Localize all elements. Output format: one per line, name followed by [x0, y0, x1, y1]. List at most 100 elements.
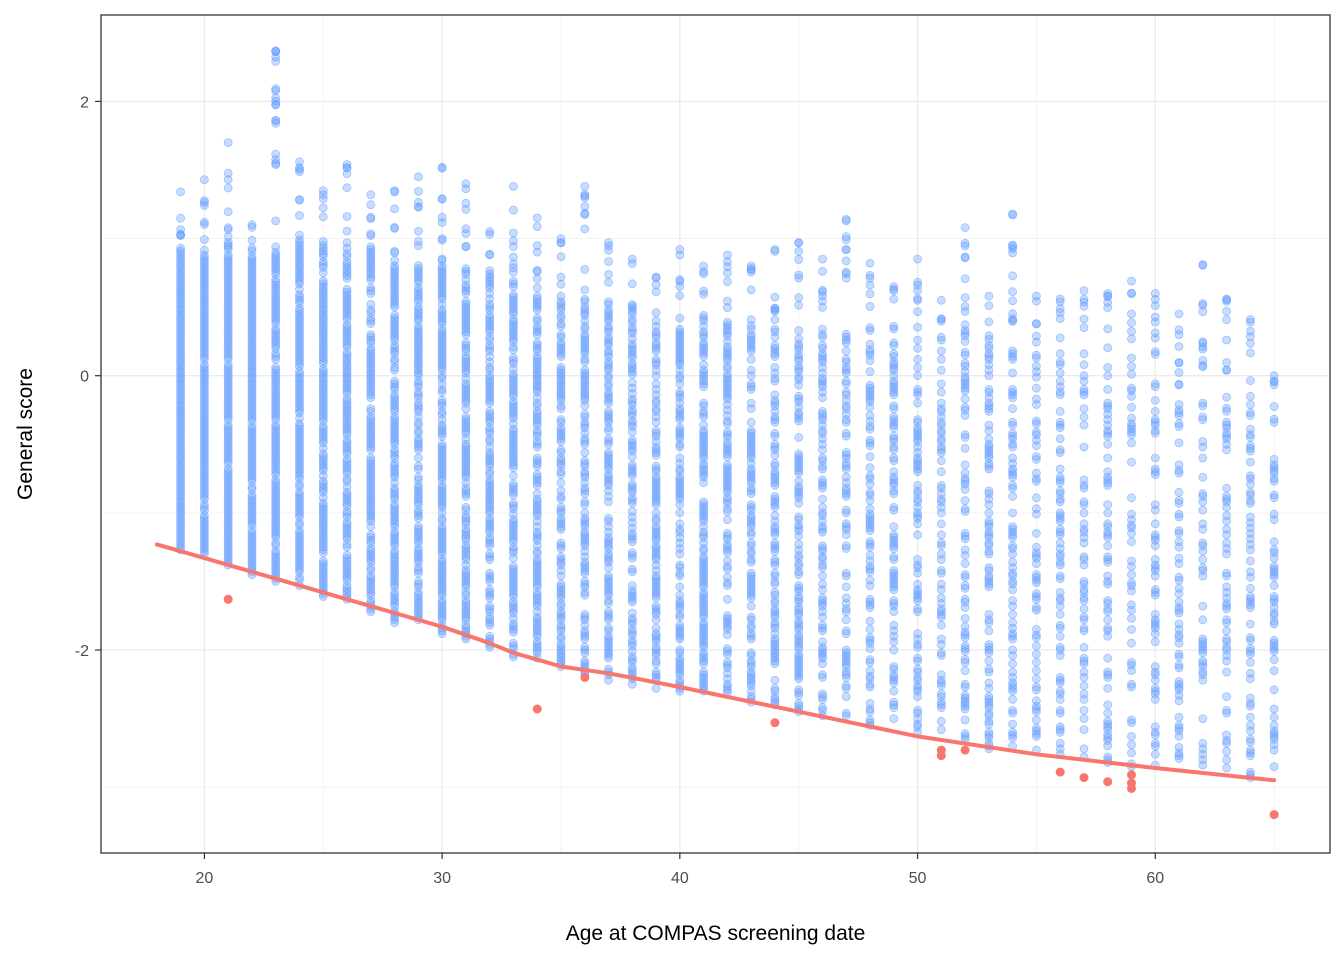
- data-point: [865, 551, 875, 560]
- data-point: [627, 548, 637, 557]
- data-point: [247, 246, 257, 256]
- data-point: [1079, 314, 1089, 324]
- data-point: [1174, 743, 1184, 752]
- data-point: [1174, 358, 1184, 367]
- data-point: [1198, 656, 1208, 666]
- data-point: [413, 461, 423, 471]
- data-point: [1222, 358, 1231, 367]
- data-point-max: [770, 245, 780, 254]
- data-point: [556, 330, 566, 340]
- data-point: [1008, 271, 1017, 281]
- data-point: [675, 423, 685, 433]
- data-point: [746, 538, 756, 548]
- data-point: [841, 269, 851, 279]
- data-point: [984, 516, 994, 526]
- data-point: [509, 205, 518, 215]
- data-point: [1103, 615, 1113, 625]
- data-point: [984, 626, 994, 636]
- data-point: [984, 384, 994, 394]
- data-point: [960, 614, 970, 623]
- data-point: [461, 502, 471, 512]
- data-point: [1222, 491, 1231, 501]
- data-point: [1222, 626, 1231, 636]
- data-point: [1079, 360, 1089, 370]
- data-point: [1174, 419, 1184, 429]
- data-point: [556, 415, 566, 425]
- data-point: [366, 533, 376, 542]
- highlight-point: [1127, 770, 1136, 780]
- data-point: [1198, 505, 1208, 515]
- data-point: [889, 431, 899, 441]
- data-point: [675, 453, 685, 463]
- data-point: [1079, 294, 1089, 304]
- data-point: [723, 427, 732, 437]
- data-point: [485, 549, 495, 559]
- data-point-max: [1150, 288, 1160, 298]
- data-point: [1055, 464, 1065, 474]
- data-point: [1246, 457, 1255, 467]
- data-point: [1032, 452, 1041, 462]
- data-point: [1246, 408, 1255, 418]
- data-point: [1032, 416, 1041, 426]
- data-point: [818, 637, 827, 647]
- data-point: [960, 358, 970, 368]
- data-point: [342, 169, 352, 179]
- data-point: [271, 84, 281, 94]
- data-point: [627, 564, 637, 574]
- data-point: [960, 306, 970, 316]
- data-point: [794, 326, 804, 335]
- data-point: [1079, 384, 1089, 394]
- data-point: [960, 641, 970, 651]
- data-point: [1174, 400, 1184, 409]
- data-point-max: [627, 254, 637, 264]
- data-point: [1246, 556, 1255, 566]
- data-point: [1079, 725, 1089, 734]
- data-point: [223, 225, 233, 235]
- data-point: [176, 231, 186, 240]
- data-point: [627, 608, 637, 618]
- data-point: [913, 363, 922, 372]
- data-point: [1150, 406, 1160, 416]
- data-point: [1032, 625, 1041, 634]
- data-point: [1174, 677, 1184, 686]
- data-point: [794, 246, 804, 256]
- data-point: [1008, 480, 1017, 490]
- data-point: [960, 690, 970, 700]
- data-point: [1269, 545, 1279, 555]
- data-point: [889, 697, 899, 707]
- data-point: [413, 522, 423, 531]
- data-point: [1222, 667, 1231, 677]
- data-point: [342, 287, 352, 297]
- data-point: [1150, 530, 1160, 540]
- data-point: [1103, 708, 1113, 718]
- data-point: [366, 332, 376, 342]
- data-point: [1055, 368, 1065, 378]
- data-point: [342, 551, 352, 560]
- data-point: [651, 426, 661, 436]
- data-point: [1198, 362, 1208, 372]
- data-point: [1079, 642, 1089, 652]
- data-point: [913, 706, 922, 715]
- data-point: [413, 577, 423, 586]
- data-point: [556, 502, 566, 512]
- data-point: [1246, 487, 1255, 497]
- data-point: [699, 310, 708, 320]
- data-point: [889, 321, 899, 331]
- data-point: [818, 571, 827, 581]
- data-point-max: [841, 214, 851, 224]
- data-point: [770, 292, 780, 302]
- data-point: [223, 238, 233, 247]
- data-point: [723, 644, 732, 653]
- data-point: [318, 237, 328, 246]
- data-point: [794, 273, 804, 283]
- data-point: [770, 390, 780, 400]
- data-point: [841, 329, 851, 339]
- data-point: [1174, 487, 1184, 497]
- data-point: [271, 158, 281, 168]
- data-point: [461, 229, 471, 238]
- data-point: [651, 601, 661, 611]
- data-point: [509, 236, 518, 246]
- data-point: [1127, 625, 1136, 634]
- data-point: [1055, 508, 1065, 518]
- data-point: [746, 379, 756, 389]
